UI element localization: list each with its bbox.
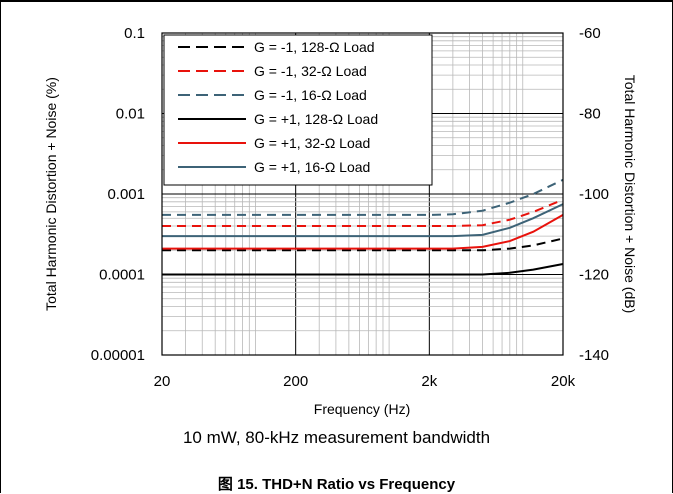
chart-series [162,178,564,276]
chart-legend: G = -1, 128-Ω Load G = -1, 32-Ω Load G = -… [163,34,433,186]
legend-label-2: G = -1, 32-Ω Load [254,63,367,79]
y-tick-label: 0.0001 [99,267,145,284]
x-axis-label: Frequency (Hz) [314,401,410,417]
series-line-3 [162,178,564,216]
legend-label-5: G = +1, 32-Ω Load [254,135,370,151]
y-axis-label-left: Total Harmonic Distortion + Noise (%) [43,77,59,311]
legend-label-4: G = +1, 128-Ω Load [254,111,378,127]
x-tick-label: 20 [154,373,171,390]
y-tick-label: 0.001 [107,186,145,203]
series-line-2 [162,198,564,227]
y-axis-label-right: Total Harmonic Distortion + Noise (dB) [622,75,638,313]
y-tick-label: 0.1 [124,25,145,42]
figure-caption: 图 15. THD+N Ratio vs Frequency [217,476,456,493]
series-line-6 [162,203,564,238]
page-left-rule [0,0,1,493]
series-line-1 [162,237,564,252]
y-tick-label: 0.00001 [91,347,145,364]
x-tick-label: 200 [283,373,308,390]
x-tick-label: 20k [551,373,576,390]
series-line-4 [162,263,564,276]
y-tick-label: 0.01 [116,106,145,123]
plot-border [161,32,564,356]
legend-label-1: G = -1, 128-Ω Load [254,39,375,55]
y2-tick-label: -140 [579,347,609,364]
y2-tick-label: -80 [579,106,601,123]
legend-label-6: G = +1, 16-Ω Load [254,159,370,175]
y2-tick-label: -60 [579,25,601,42]
y2-tick-label: -120 [579,267,609,284]
legend-box [163,34,433,186]
chart-tick-labels: 20 200 2k 20k 0.1 0.01 0.001 0.0001 0.00001 -60 -8… [91,25,609,390]
y2-tick-label: -100 [579,186,609,203]
page-top-rule [0,0,673,2]
chart-subtitle: 10 mW, 80-kHz measurement bandwidth [182,428,491,447]
x-tick-label: 2k [421,373,437,390]
series-line-5 [162,214,564,250]
thd-n-chart: G = -1, 128-Ω Load G = -1, 32-Ω Load G = -… [43,25,638,417]
legend-label-3: G = -1, 16-Ω Load [254,87,367,103]
